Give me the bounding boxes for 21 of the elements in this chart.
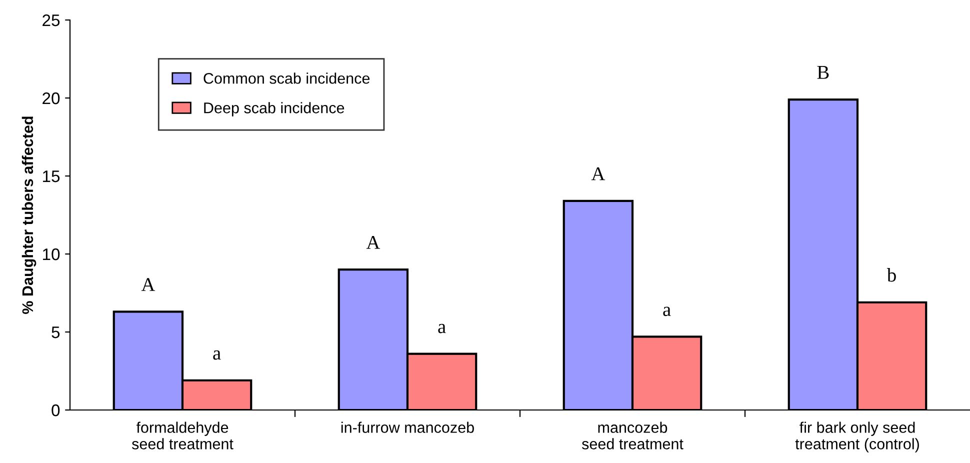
annotation: A: [591, 167, 606, 180]
x-tick-label: formaldehyde seed treatment: [132, 422, 234, 450]
x-tick-label: fir bark only seed treatment (control): [795, 422, 919, 452]
y-tick-label: 10: [43, 248, 60, 260]
annotation: B: [817, 66, 829, 79]
annotation: a: [438, 324, 446, 334]
annotation: A: [141, 278, 156, 291]
legend-label: Deep scab incidence: [204, 102, 344, 116]
annotation: a: [213, 350, 221, 360]
y-tick-label: 5: [52, 326, 60, 338]
annotation: A: [366, 236, 380, 249]
x-tick-label: in-furrow mancozeb: [341, 422, 474, 433]
annotation: a: [663, 306, 671, 316]
y-tick-label: 20: [42, 92, 60, 104]
y-tick-label: 15: [43, 170, 60, 182]
y-axis-title: % Daughter tubers affected: [22, 116, 36, 314]
x-tick-label: mancozeb seed treatment: [582, 422, 684, 450]
y-tick-label: 0: [52, 404, 60, 416]
annotation: b: [886, 268, 896, 282]
legend-label: Common scab incidence: [204, 72, 370, 84]
y-tick-label: 25: [42, 14, 60, 26]
